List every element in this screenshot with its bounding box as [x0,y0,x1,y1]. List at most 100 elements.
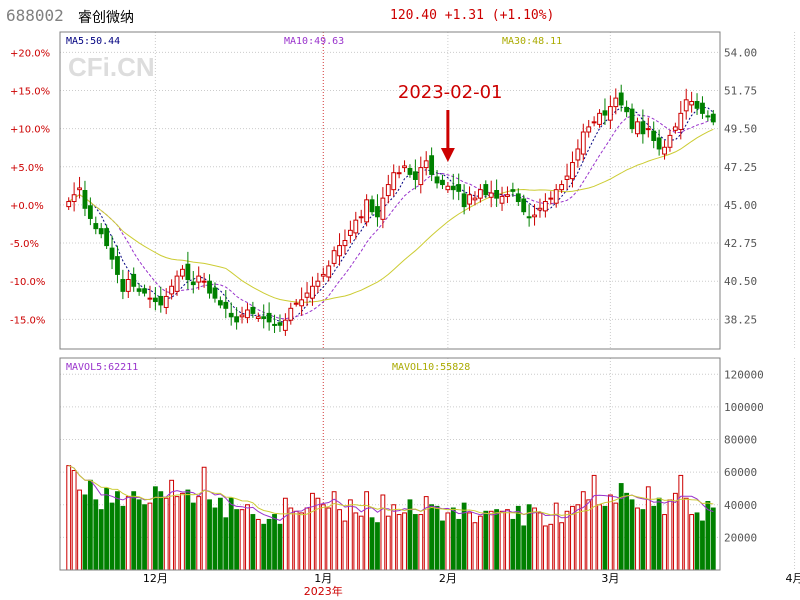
ma5-line [68,106,714,323]
vol-tick-label: 40000 [724,499,757,512]
candle-body [277,322,283,326]
volume-bar [597,504,602,571]
volume-bar [499,510,505,571]
candle-body [369,199,375,213]
volume-bar [515,505,521,571]
candle-body [115,256,120,275]
candle-body [575,148,581,161]
volume-bar [580,491,586,571]
candle-body [434,176,440,184]
volume-bar [651,505,657,571]
candle-body [412,171,418,180]
candle-body [624,106,630,113]
volume-bar [607,494,613,571]
candle-body [391,172,397,191]
candle-body [266,312,272,323]
volume-bar [575,504,581,571]
candle-body [559,184,565,191]
mavol10-legend: MAVOL10:55828 [392,362,470,373]
candle-body [245,309,250,319]
volume-bar [683,497,689,571]
candle-body [429,155,435,175]
volume-bar [136,499,142,571]
ma10-line [68,114,714,320]
candle-body [396,172,402,175]
volume-bar [434,505,440,571]
candle-body [710,113,716,123]
volume-bar [115,491,120,571]
candle-body [499,195,505,204]
candle-body [656,137,662,150]
candle-body [201,280,207,283]
candle-body [483,184,489,196]
vol-tick-label: 100000 [724,401,764,414]
volume-bar [710,507,716,571]
candle-body [364,199,370,223]
candle-body [82,190,88,209]
candle-body [120,278,126,292]
price-change-pct: (+1.10%) [491,8,555,23]
candle-body [494,190,500,199]
volume-bar [570,505,575,571]
volume-bar [510,518,516,571]
volume-bar [185,489,191,571]
candle-body [564,175,570,180]
candle-body [315,280,321,287]
candle-body [93,223,99,230]
month-label: 2月 [439,572,457,585]
candle-body [104,228,110,247]
volume-bar [662,514,667,571]
candle-body [331,250,337,264]
volume-bar [347,499,353,571]
volume-bar [125,496,131,571]
pct-tick-label: -5.0% [10,239,39,250]
candle-body [250,306,256,314]
candle-body [174,275,180,292]
volume-bar [310,492,315,571]
pct-tick-label: -15.0% [10,315,45,326]
volume-bar [456,518,462,571]
volume-bar [694,512,700,571]
candle-body [705,115,711,118]
candle-body [185,263,191,280]
candle-body [689,101,695,106]
vol-tick-label: 120000 [724,368,764,381]
candle-body [380,197,386,220]
volume-bar [163,497,169,571]
volume-bar [201,466,207,571]
candle-body [320,273,326,277]
vol-tick-label: 60000 [724,466,757,479]
candle-body [304,292,310,298]
volume-bar [180,492,185,571]
volume-bar [261,523,267,571]
candle-body [223,301,229,309]
volume-bar [526,504,532,571]
pct-tick-label: +20.0% [10,48,50,59]
volume-bar [445,512,451,571]
volume-bar [494,509,500,571]
volume-bar [418,514,424,571]
volume-bar [147,502,153,571]
month-label: 12月 [143,572,168,585]
vol-tick-label: 20000 [724,531,757,544]
candle-body [591,121,597,124]
volume-bar [689,514,695,571]
candle-body [467,194,472,205]
candle-body [136,288,142,292]
candle-body [125,278,131,292]
volume-bar [412,514,418,571]
candle-body [618,92,624,106]
pct-tick-label: +5.0% [10,163,44,174]
candle-body [109,247,115,260]
price-change: +1.31 [444,8,484,23]
price-tick-label: 51.75 [724,84,757,97]
volume-bar [131,491,137,571]
volume-bar [142,504,147,571]
candle-body [385,184,391,197]
volume-bar [255,518,261,571]
candle-body [261,316,267,319]
volume-bar [87,479,93,571]
candle-body [347,229,353,236]
volume-bar [77,489,82,571]
volume-bar [477,515,483,571]
